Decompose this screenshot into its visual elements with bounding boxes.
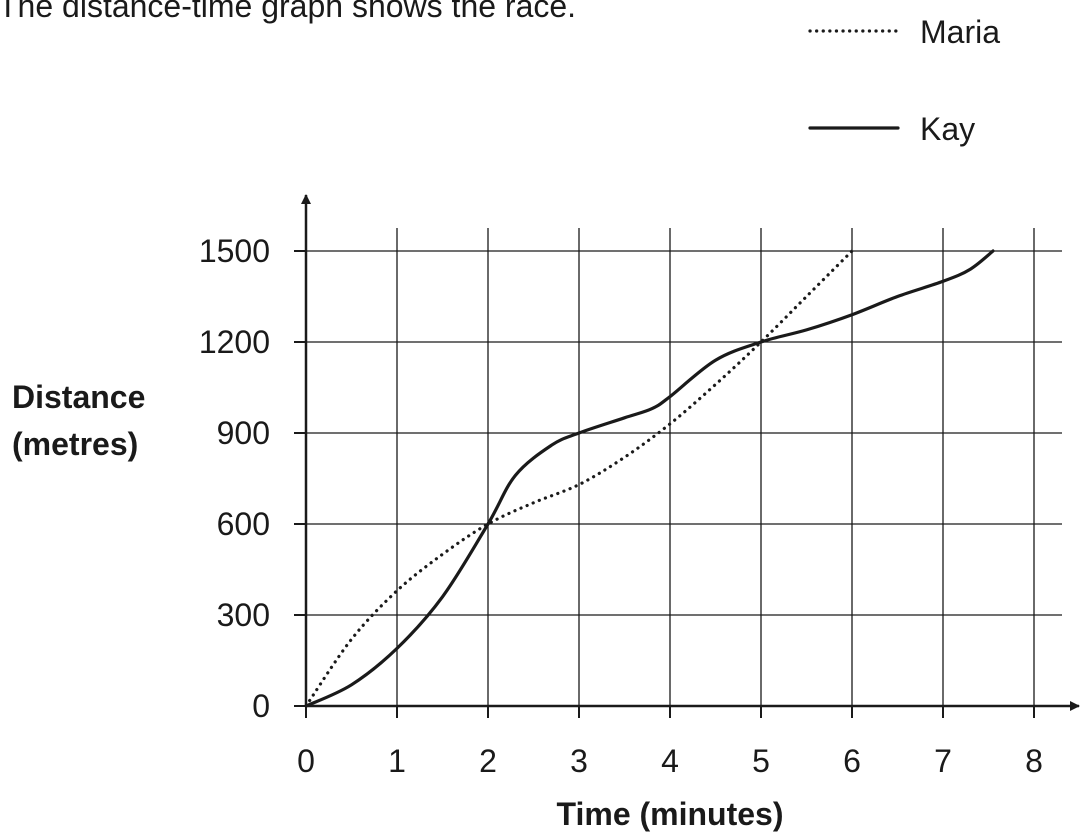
x-tick-label: 5 (752, 743, 770, 779)
x-tick-label: 8 (1025, 743, 1043, 779)
x-tick-label: 4 (661, 743, 679, 779)
tick-labels: 0 1 2 3 4 5 6 7 8 0 300 600 900 1200 1500 (199, 233, 1043, 779)
x-axis-title: Time (minutes) (557, 796, 784, 832)
x-tick-label: 7 (934, 743, 952, 779)
series-line-kay (304, 249, 995, 708)
y-tick-label: 1200 (199, 324, 270, 360)
x-tick-label: 0 (297, 743, 315, 779)
grid-lines (294, 228, 1062, 718)
y-axis-title-line: Distance (12, 379, 145, 415)
y-tick-label: 0 (252, 688, 270, 724)
legend-label-maria: Maria (920, 14, 1000, 50)
y-tick-label: 1500 (199, 233, 270, 269)
axis-titles: Time (minutes) Distance (metres) (12, 379, 784, 832)
legend-label-kay: Kay (920, 111, 975, 147)
x-tick-label: 2 (479, 743, 497, 779)
legend: Maria Kay (808, 14, 1000, 147)
y-tick-label: 300 (217, 597, 270, 633)
axes (294, 194, 1080, 718)
x-tick-label: 1 (388, 743, 406, 779)
y-axis-title-line: (metres) (12, 426, 138, 462)
x-tick-label: 3 (570, 743, 588, 779)
intro-text: The distance-time graph shows the race. (0, 0, 577, 24)
y-tick-label: 600 (217, 506, 270, 542)
x-tick-label: 6 (843, 743, 861, 779)
y-tick-label: 900 (217, 415, 270, 451)
series-lines (304, 249, 995, 708)
